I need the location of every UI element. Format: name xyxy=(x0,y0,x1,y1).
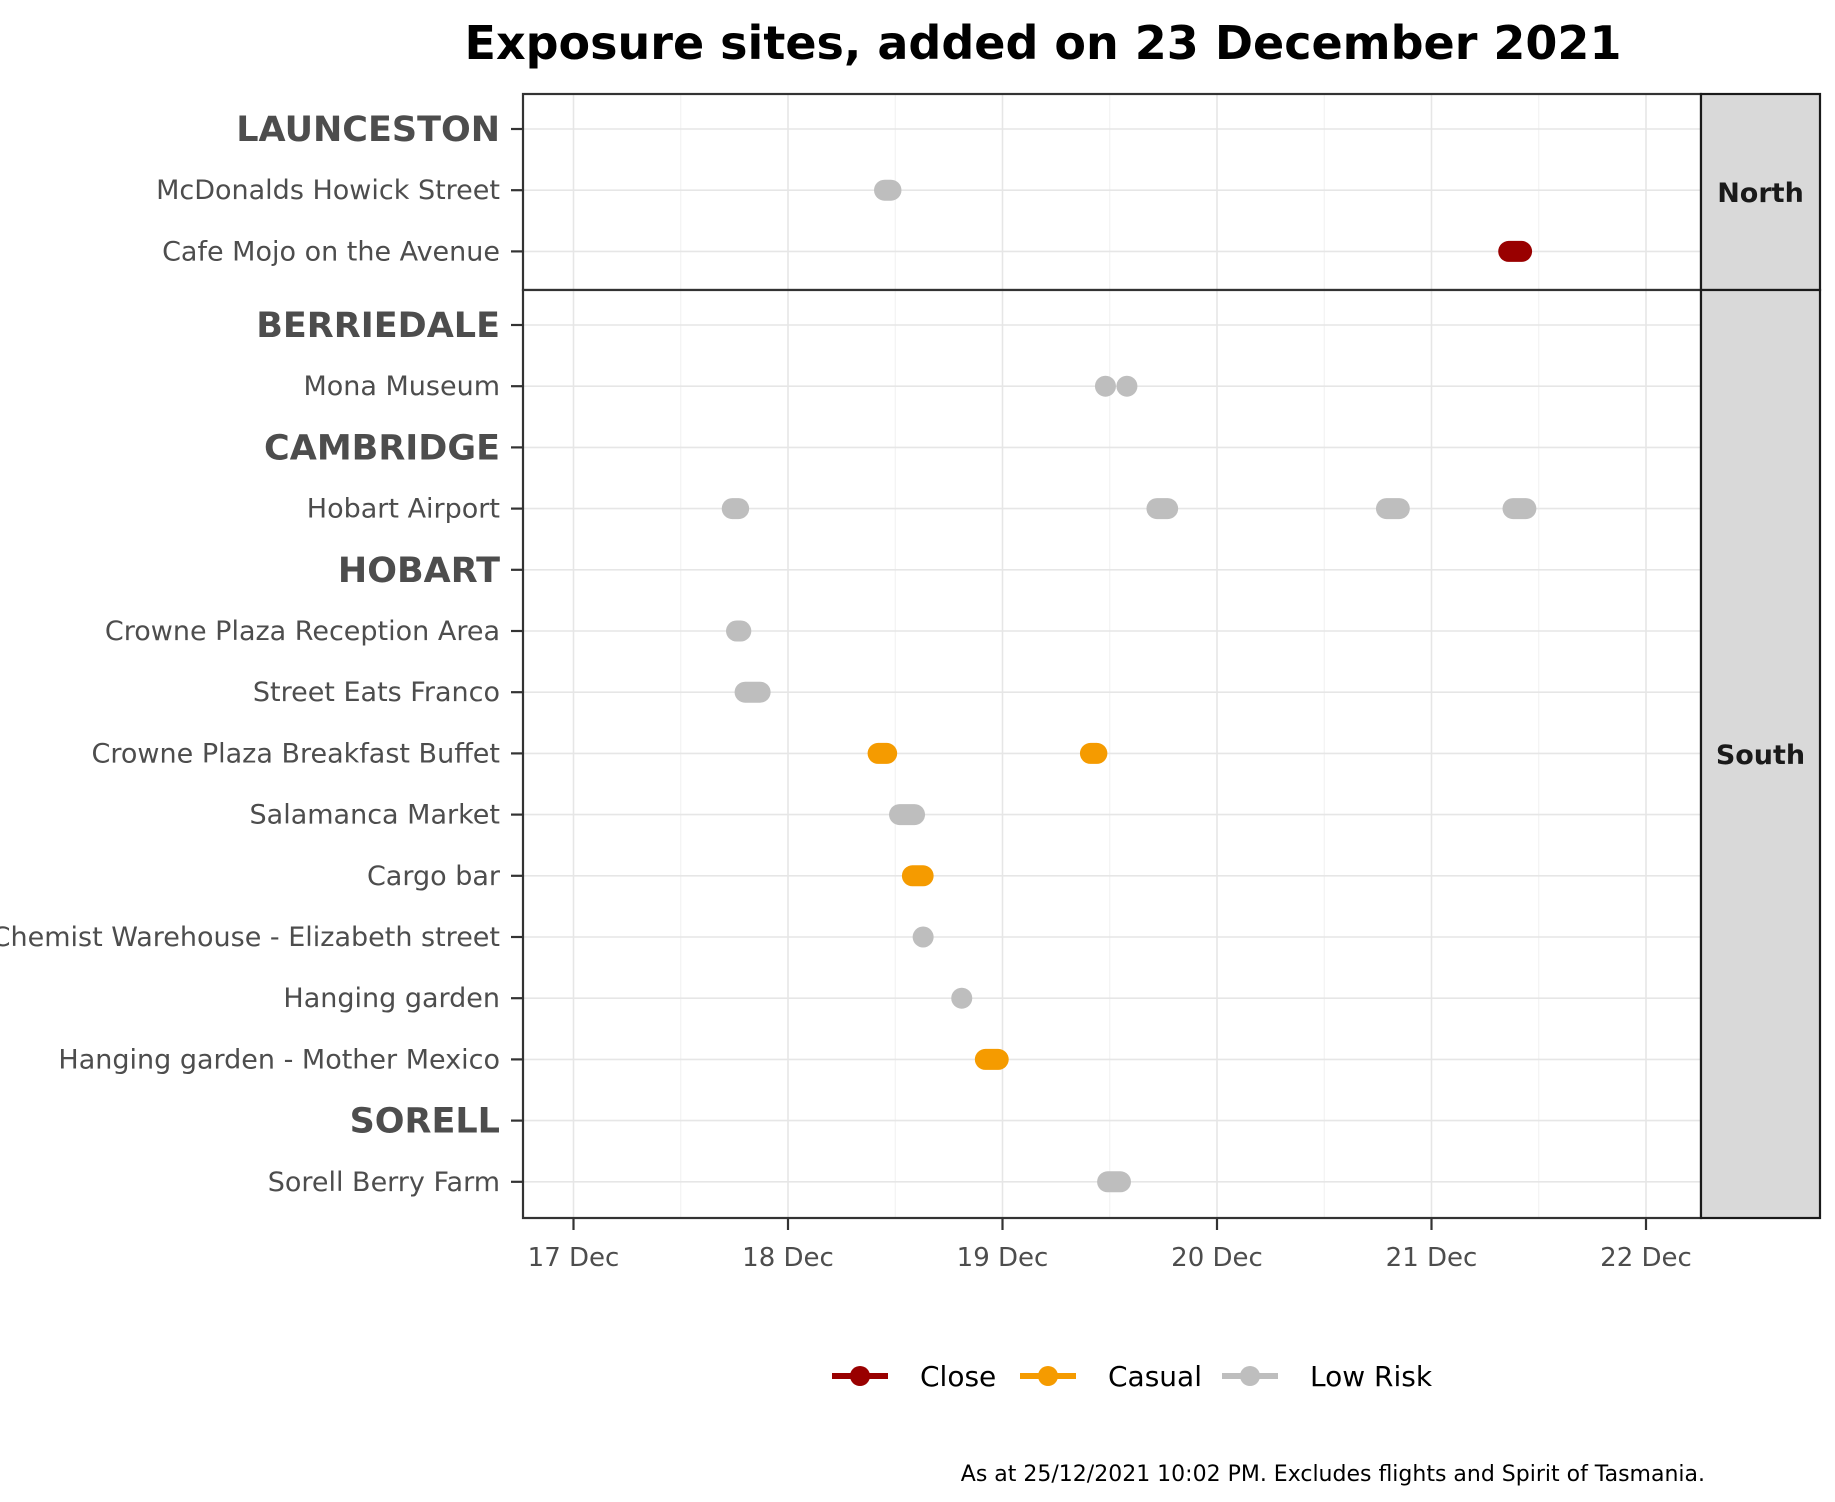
x-tick-label: 20 Dec xyxy=(1171,1243,1263,1273)
group-label: BERRIEDALE xyxy=(256,306,500,346)
legend-item-low-risk: Low Risk xyxy=(1222,1360,1433,1393)
site-label: Crowne Plaza Breakfast Buffet xyxy=(92,738,500,769)
x-tick-label: 17 Dec xyxy=(528,1243,620,1273)
site-label: Salamanca Market xyxy=(250,800,500,831)
group-label: LAUNCESTON xyxy=(236,110,500,150)
x-tick-label: 19 Dec xyxy=(957,1243,1049,1273)
site-label: Street Eats Franco xyxy=(253,677,500,708)
legend: Close Casual Low Risk xyxy=(832,1360,1433,1393)
panel-north: LAUNCESTON McDonalds Howick Street Cafe Mo… xyxy=(156,92,1822,292)
chart-title: Exposure sites, added on 23 December 202… xyxy=(465,16,1622,70)
facet-label-north: North xyxy=(1717,178,1804,209)
legend-item-casual: Casual xyxy=(1020,1360,1202,1393)
chart-caption: As at 25/12/2021 10:02 PM. Excludes flig… xyxy=(961,1462,1705,1487)
group-label: SORELL xyxy=(350,1102,500,1142)
site-label: McDonalds Howick Street xyxy=(156,175,500,206)
group-label: HOBART xyxy=(338,551,500,591)
legend-label: Low Risk xyxy=(1310,1360,1433,1393)
legend-item-close: Close xyxy=(832,1360,996,1393)
site-label: Chemist Warehouse - Elizabeth street xyxy=(0,922,500,953)
x-tick-label: 22 Dec xyxy=(1600,1243,1692,1273)
facet-strip xyxy=(1699,92,1822,292)
facet-label-south: South xyxy=(1716,740,1805,771)
site-label: Hanging garden - Mother Mexico xyxy=(58,1044,500,1075)
legend-label: Casual xyxy=(1108,1360,1202,1393)
site-label: Sorell Berry Farm xyxy=(268,1167,500,1198)
plot-panels: LAUNCESTON McDonalds Howick Street Cafe Mo… xyxy=(0,92,1822,1220)
site-label: Mona Museum xyxy=(303,371,500,402)
group-label: CAMBRIDGE xyxy=(264,428,500,468)
site-label: Cargo bar xyxy=(367,861,501,892)
site-label: Hobart Airport xyxy=(307,494,500,525)
legend-label: Close xyxy=(920,1360,996,1393)
legend-key-dot xyxy=(1240,1366,1260,1386)
site-label: Cafe Mojo on the Avenue xyxy=(162,236,500,267)
x-tick-label: 18 Dec xyxy=(742,1243,834,1273)
panel-south: BERRIEDALE Mona Museum CAMBRIDGE Hobart Air… xyxy=(0,288,1822,1220)
site-label: Crowne Plaza Reception Area xyxy=(105,616,500,647)
legend-key-dot xyxy=(850,1366,870,1386)
site-label: Hanging garden xyxy=(283,983,500,1014)
x-tick-label: 21 Dec xyxy=(1386,1243,1478,1273)
x-axis: 17 Dec 18 Dec 19 Dec 20 Dec 21 Dec 22 Dec xyxy=(528,1218,1692,1273)
legend-key-dot xyxy=(1038,1366,1058,1386)
facet-strip xyxy=(1699,288,1822,1220)
